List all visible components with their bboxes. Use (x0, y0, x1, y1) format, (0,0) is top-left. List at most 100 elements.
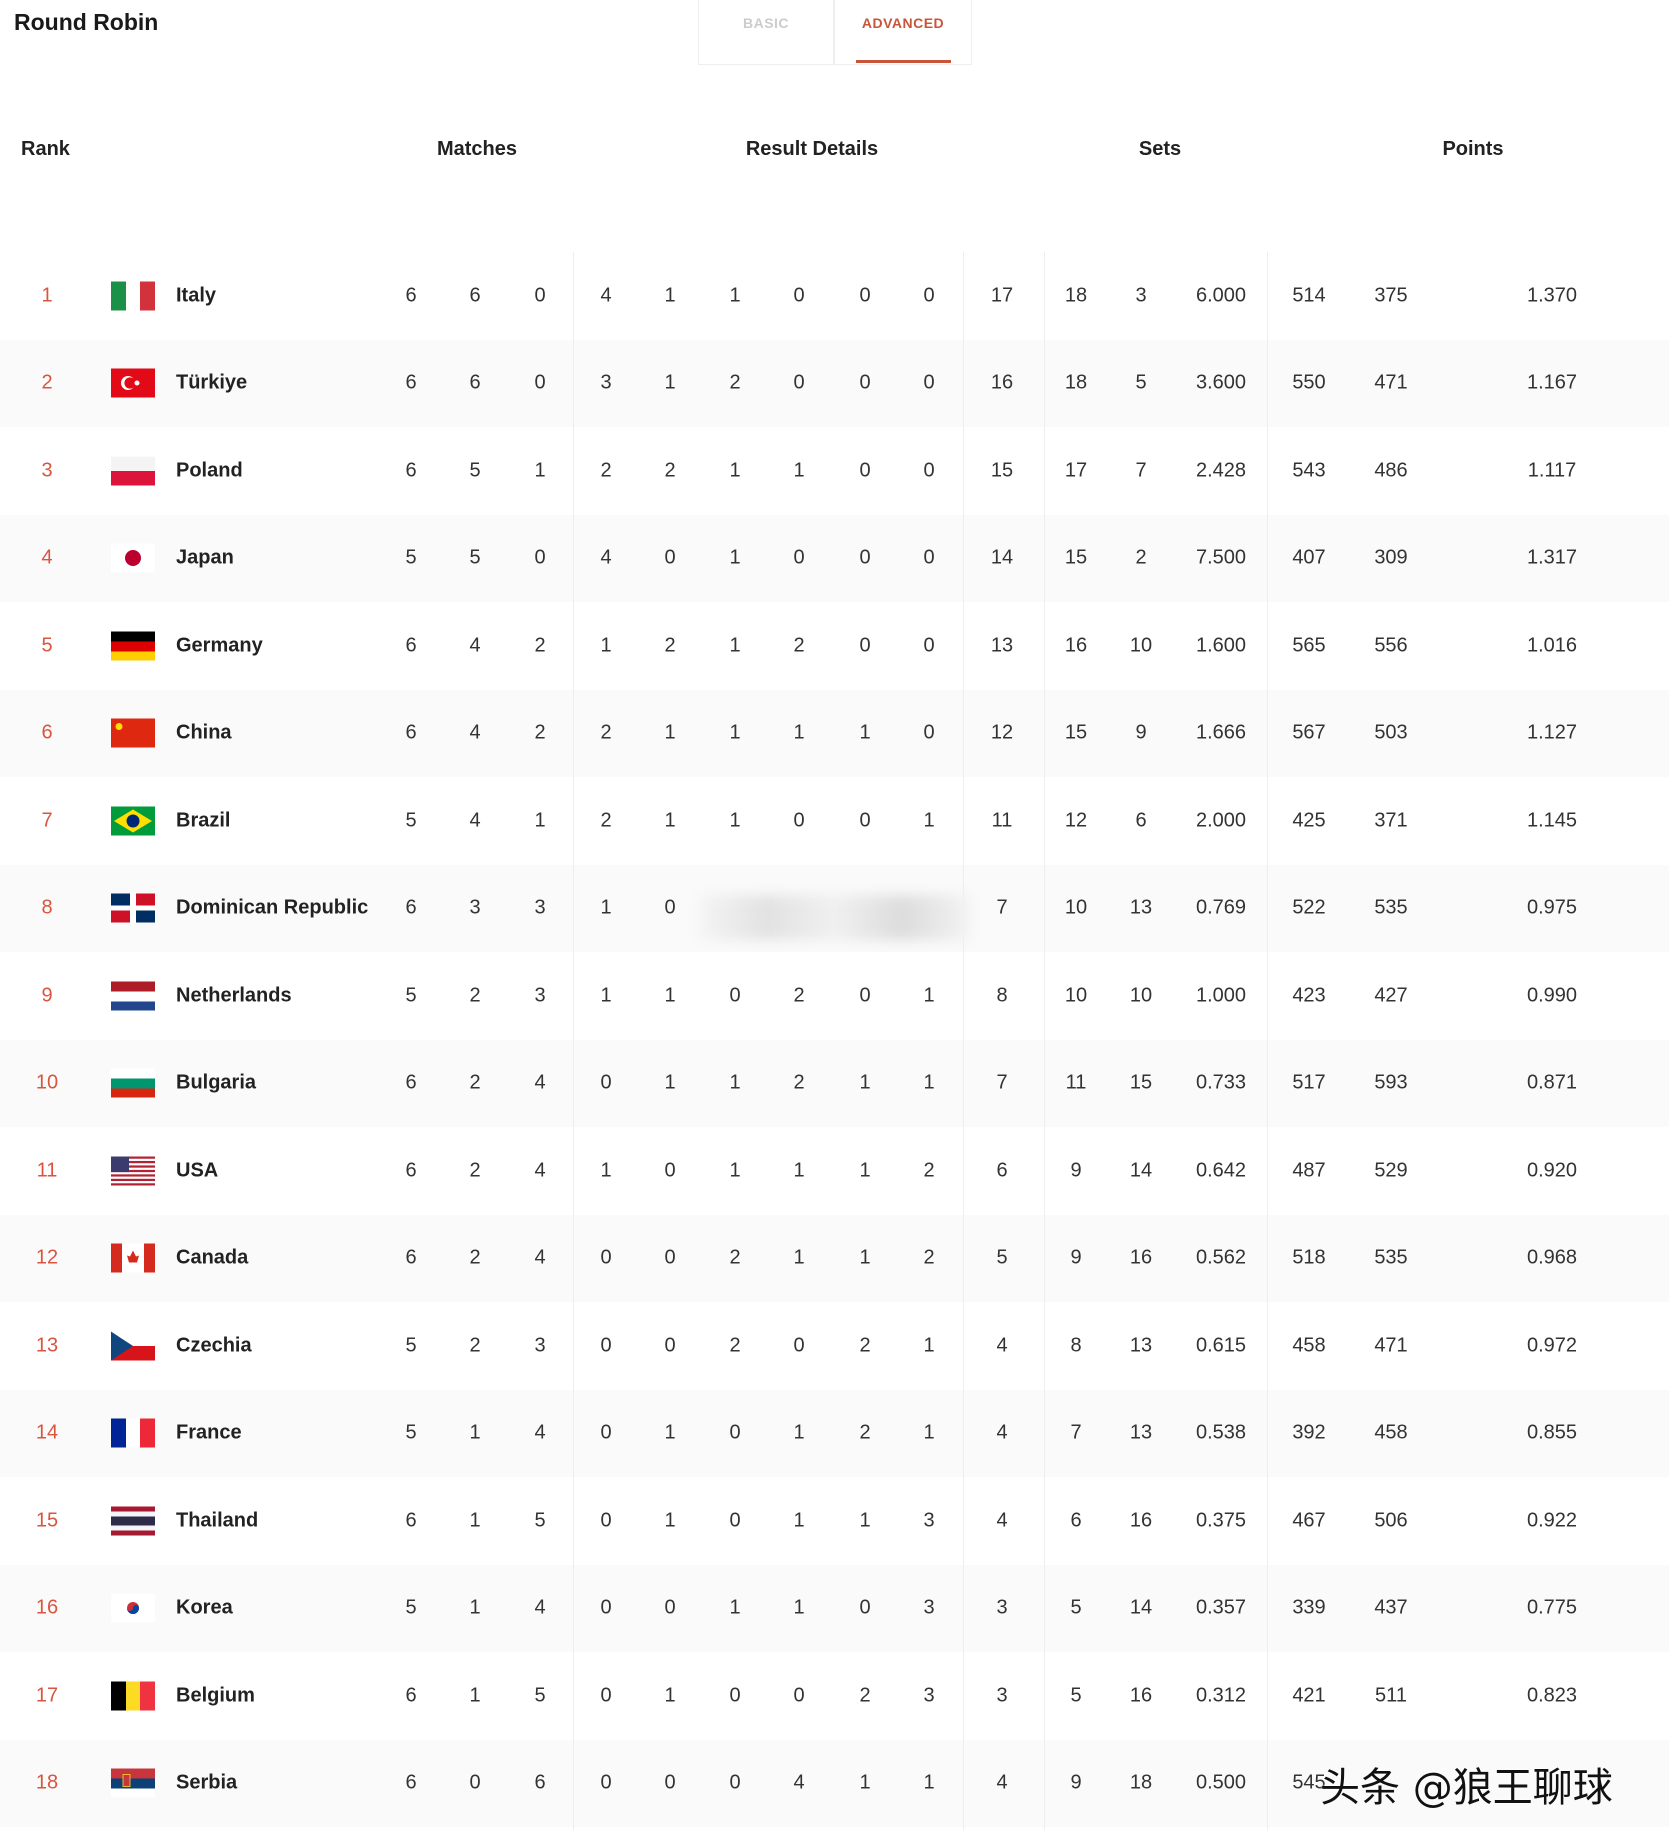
table-row[interactable]: 9 Netherlands 5 2 3 1 1 0 2 0 1 8 10 10 1.000 423 427 0.9… (0, 952, 1669, 1040)
team-name[interactable]: Dominican Republic (176, 896, 369, 919)
team-name[interactable]: Belgium (176, 1684, 255, 1707)
matches-won: 5 (469, 459, 481, 482)
result-3-0: 2 (600, 459, 612, 482)
result-0-3: 2 (923, 1246, 935, 1269)
result-3-1: 1 (664, 371, 676, 394)
team-name[interactable]: Serbia (176, 1771, 238, 1794)
result-2-3: 1 (793, 1421, 805, 1444)
result-3-0: 0 (600, 1684, 612, 1707)
china-flag-icon (111, 718, 155, 748)
result-3-1: 0 (664, 546, 676, 569)
match-points: 4 (996, 1771, 1008, 1794)
points-won: 458 (1292, 1334, 1326, 1357)
tab-basic[interactable]: BASIC (698, 0, 834, 65)
match-points: 7 (996, 896, 1008, 919)
table-row[interactable]: 12 Canada 6 2 4 0 0 2 1 1 2 5 9 16 0.562 518 535 0.968 (0, 1214, 1669, 1302)
sets-ratio: 2.000 (1195, 809, 1247, 832)
team-name[interactable]: Italy (176, 284, 217, 307)
table-row[interactable]: 3 Poland 6 5 1 2 2 1 1 0 0 15 17 7 2.428 543 486 1.117 (0, 427, 1669, 515)
table-row[interactable]: 5 Germany 6 4 2 1 2 1 2 0 0 13 16 10 1.600 565 556 1.016 (0, 602, 1669, 690)
table-row[interactable]: 16 Korea 5 1 4 0 0 1 1 0 3 3 5 14 0.357 339 437 0.775 (0, 1564, 1669, 1652)
team-name[interactable]: Japan (176, 546, 234, 569)
table-row[interactable]: 1 Italy 6 6 0 4 1 1 0 0 0 17 18 3 6.000 514 375 1.370 (0, 252, 1669, 340)
sets-lost: 10 (1129, 634, 1153, 657)
result-3-1: 0 (664, 1159, 676, 1182)
matches-lost: 0 (534, 371, 546, 394)
points-lost: 556 (1374, 634, 1408, 657)
result-0-3: 0 (923, 721, 935, 744)
result-1-3: 0 (859, 284, 871, 307)
result-1-3: 0 (859, 1596, 871, 1619)
team-name[interactable]: Korea (176, 1596, 233, 1619)
points-lost: 593 (1374, 1071, 1408, 1094)
matches-played: 5 (405, 809, 417, 832)
match-points: 5 (996, 1246, 1008, 1269)
table-row[interactable]: 6 China 6 4 2 2 1 1 1 1 0 12 15 9 1.666 567 503 1.127 (0, 689, 1669, 777)
table-row[interactable]: 18 Serbia 6 0 6 0 0 0 4 1 1 4 9 18 0.500 545 (0, 1739, 1669, 1827)
sets-lost: 9 (1135, 721, 1147, 744)
match-points: 12 (990, 721, 1014, 744)
result-3-0: 1 (600, 896, 612, 919)
table-row[interactable]: 2 Türkiye 6 6 0 3 1 2 0 0 0 16 18 5 3.600 550 471 1.167 (0, 339, 1669, 427)
dominican-republic-flag-icon (111, 893, 155, 923)
table-row[interactable]: 15 Thailand 6 1 5 0 1 0 1 1 3 4 6 16 0.375 467 506 0.922 (0, 1477, 1669, 1565)
points-won: 517 (1292, 1071, 1326, 1094)
points-ratio: 1.370 (1526, 284, 1578, 307)
result-3-2: 1 (729, 1596, 741, 1619)
result-0-3: 0 (923, 371, 935, 394)
team-name[interactable]: Thailand (176, 1509, 259, 1532)
germany-flag-icon (111, 631, 155, 661)
column-divider (1044, 252, 1045, 1830)
table-row[interactable]: 4 Japan 5 5 0 4 0 1 0 0 0 14 15 2 7.500 407 309 1.317 (0, 514, 1669, 602)
team-name[interactable]: USA (176, 1159, 219, 1182)
result-3-1: 1 (664, 284, 676, 307)
table-row[interactable]: 10 Bulgaria 6 2 4 0 1 1 2 1 1 7 11 15 0.733 517 593 0.871 (0, 1039, 1669, 1127)
matches-played: 5 (405, 1421, 417, 1444)
matches-played: 6 (405, 1509, 417, 1532)
team-name[interactable]: Türkiye (176, 371, 248, 394)
result-3-2: 1 (729, 809, 741, 832)
match-points: 16 (990, 371, 1014, 394)
sets-lost: 16 (1129, 1246, 1153, 1269)
result-1-3: 2 (859, 1421, 871, 1444)
table-row[interactable]: 14 France 5 1 4 0 1 0 1 2 1 4 7 13 0.538 392 458 0.855 (0, 1389, 1669, 1477)
result-3-1: 0 (664, 1246, 676, 1269)
sets-won: 11 (1065, 1071, 1087, 1094)
result-2-3: 4 (793, 1771, 805, 1794)
team-name[interactable]: Brazil (176, 809, 231, 832)
thailand-flag-icon (111, 1506, 155, 1536)
table-row[interactable]: 11 USA 6 2 4 1 0 1 1 1 2 6 9 14 0.642 487 529 0.920 (0, 1127, 1669, 1215)
table-row[interactable]: 17 Belgium 6 1 5 0 1 0 0 2 3 3 5 16 0.312 421 511 0.823 (0, 1652, 1669, 1740)
team-name[interactable]: Netherlands (176, 984, 292, 1007)
team-name[interactable]: China (176, 721, 232, 744)
sets-ratio: 0.375 (1195, 1509, 1247, 1532)
usa-flag-icon (111, 1156, 155, 1186)
result-3-1: 1 (664, 721, 676, 744)
sets-won: 7 (1070, 1421, 1082, 1444)
team-name[interactable]: Germany (176, 634, 263, 657)
table-row[interactable]: 7 Brazil 5 4 1 2 1 1 0 0 1 11 12 6 2.000 425 371 1.145 (0, 777, 1669, 865)
result-3-1: 1 (664, 1509, 676, 1532)
matches-played: 5 (405, 1596, 417, 1619)
matches-lost: 4 (534, 1159, 546, 1182)
team-name[interactable]: Poland (176, 459, 243, 482)
result-2-3: 1 (793, 1596, 805, 1619)
result-3-2: 0 (729, 1684, 741, 1707)
sets-won: 6 (1070, 1509, 1082, 1532)
points-won: 522 (1292, 896, 1326, 919)
matches-lost: 6 (534, 1771, 546, 1794)
result-3-2: 2 (729, 1334, 741, 1357)
team-name[interactable]: France (176, 1421, 242, 1444)
team-name[interactable]: Czechia (176, 1334, 252, 1357)
team-name[interactable]: Canada (176, 1246, 249, 1269)
result-1-3: 0 (859, 634, 871, 657)
result-0-3: 1 (923, 1071, 935, 1094)
tab-advanced-label: ADVANCED (861, 15, 945, 31)
result-0-3: 0 (923, 546, 935, 569)
team-name[interactable]: Bulgaria (176, 1071, 257, 1094)
table-row[interactable]: 13 Czechia 5 2 3 0 0 2 0 2 1 4 8 13 0.615 458 471 0.972 (0, 1302, 1669, 1390)
tab-advanced[interactable]: ADVANCED (834, 0, 972, 65)
result-0-3: 0 (923, 284, 935, 307)
result-0-3: 3 (923, 1509, 935, 1532)
points-lost: 506 (1374, 1509, 1408, 1532)
